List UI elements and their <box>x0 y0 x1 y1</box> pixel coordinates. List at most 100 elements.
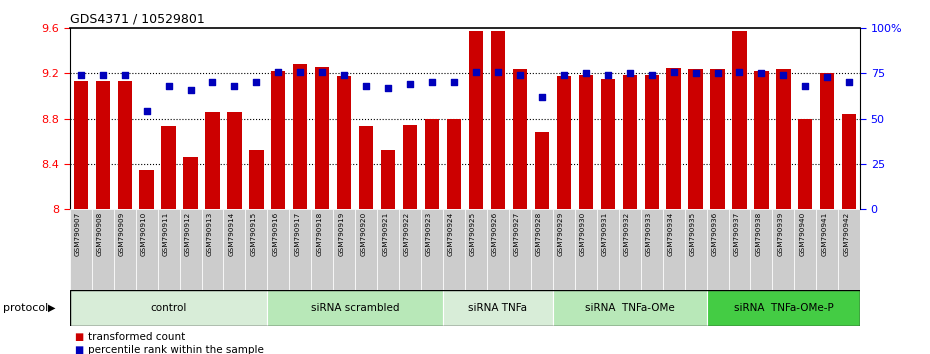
Text: GDS4371 / 10529801: GDS4371 / 10529801 <box>70 12 205 25</box>
Text: GSM790939: GSM790939 <box>777 211 783 256</box>
Bar <box>140 171 153 209</box>
Point <box>140 109 154 114</box>
Bar <box>491 30 505 209</box>
Bar <box>289 209 312 290</box>
Point <box>205 80 219 85</box>
Point <box>535 94 550 100</box>
Point <box>425 80 440 85</box>
Bar <box>728 209 751 290</box>
Bar <box>751 209 773 290</box>
Point <box>95 73 110 78</box>
Bar <box>644 75 658 209</box>
Bar <box>206 112 219 209</box>
Text: GSM790931: GSM790931 <box>602 211 607 256</box>
Bar <box>487 209 509 290</box>
Bar <box>70 290 267 326</box>
Bar <box>552 290 707 326</box>
Text: GSM790929: GSM790929 <box>558 211 564 256</box>
Bar <box>575 209 597 290</box>
Point <box>183 87 198 92</box>
Point <box>754 71 769 76</box>
Bar <box>337 76 352 209</box>
Bar <box>223 209 246 290</box>
Bar <box>843 114 857 209</box>
Point <box>776 73 790 78</box>
Point <box>711 71 725 76</box>
Point <box>271 69 286 74</box>
Point <box>403 81 418 87</box>
Text: GSM790917: GSM790917 <box>294 211 300 256</box>
Point <box>337 73 352 78</box>
Bar <box>267 209 289 290</box>
Point <box>490 69 505 74</box>
Text: GSM790907: GSM790907 <box>74 211 81 256</box>
Bar <box>601 79 615 209</box>
Point <box>249 80 264 85</box>
Text: GSM790916: GSM790916 <box>272 211 278 256</box>
Text: GSM790941: GSM790941 <box>821 211 828 256</box>
Point <box>842 80 857 85</box>
Point <box>644 73 659 78</box>
Bar <box>707 209 728 290</box>
Bar <box>622 75 637 209</box>
Text: protocol: protocol <box>3 303 48 313</box>
Bar <box>136 209 157 290</box>
Bar <box>684 209 707 290</box>
Point <box>600 73 615 78</box>
Point <box>359 83 374 89</box>
Text: GSM790922: GSM790922 <box>405 211 410 256</box>
Text: GSM790923: GSM790923 <box>426 211 432 256</box>
Bar <box>92 209 113 290</box>
Bar <box>688 69 703 209</box>
Bar <box>359 126 373 209</box>
Bar <box>117 81 132 209</box>
Bar <box>641 209 662 290</box>
Bar <box>421 209 443 290</box>
Bar <box>711 69 724 209</box>
Bar <box>469 30 483 209</box>
Text: GSM790913: GSM790913 <box>206 211 212 256</box>
Bar <box>73 81 87 209</box>
Bar <box>732 30 747 209</box>
Text: GSM790927: GSM790927 <box>514 211 520 256</box>
Bar <box>667 68 681 209</box>
Bar <box>70 209 92 290</box>
Text: GSM790914: GSM790914 <box>229 211 234 256</box>
Text: GSM790925: GSM790925 <box>470 211 476 256</box>
Point <box>380 85 395 91</box>
Bar <box>381 150 395 209</box>
Bar <box>535 132 549 209</box>
Bar <box>662 209 684 290</box>
Point <box>666 69 681 74</box>
Bar <box>312 209 333 290</box>
Text: GSM790940: GSM790940 <box>800 211 805 256</box>
Bar <box>443 290 552 326</box>
Text: siRNA TNFa: siRNA TNFa <box>469 303 527 313</box>
Point <box>117 73 132 78</box>
Bar <box>531 209 552 290</box>
Text: GSM790936: GSM790936 <box>711 211 718 256</box>
Bar <box>272 71 286 209</box>
Text: GSM790934: GSM790934 <box>668 211 673 256</box>
Text: GSM790921: GSM790921 <box>382 211 388 256</box>
Bar <box>403 125 418 209</box>
Text: siRNA  TNFa-OMe-P: siRNA TNFa-OMe-P <box>734 303 833 313</box>
Point <box>227 83 242 89</box>
Bar <box>293 64 308 209</box>
Point <box>556 73 571 78</box>
Bar <box>315 67 329 209</box>
Text: GSM790933: GSM790933 <box>645 211 652 256</box>
Text: GSM790920: GSM790920 <box>360 211 366 256</box>
Bar <box>557 76 571 209</box>
Bar <box>707 290 860 326</box>
Text: percentile rank within the sample: percentile rank within the sample <box>88 346 264 354</box>
Bar <box>378 209 399 290</box>
Text: GSM790926: GSM790926 <box>492 211 498 256</box>
Bar <box>447 119 461 209</box>
Bar <box>618 209 641 290</box>
Bar <box>113 209 136 290</box>
Text: siRNA  TNFa-OMe: siRNA TNFa-OMe <box>585 303 674 313</box>
Bar <box>249 150 263 209</box>
Bar <box>773 209 794 290</box>
Text: GSM790928: GSM790928 <box>536 211 542 256</box>
